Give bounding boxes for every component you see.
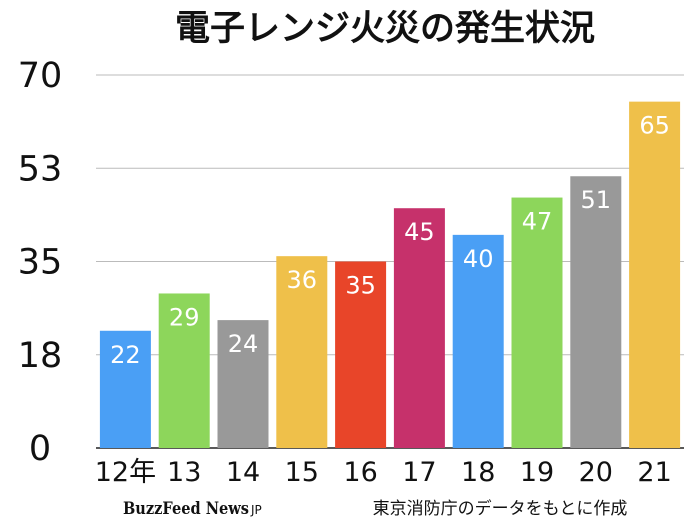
x-tick-label: 12年 xyxy=(95,457,156,488)
y-tick-label: 0 xyxy=(29,429,51,469)
x-tick-label: 13 xyxy=(167,457,201,488)
y-tick-label: 35 xyxy=(18,243,63,283)
x-tick-label: 14 xyxy=(226,457,260,488)
x-tick-label: 16 xyxy=(343,457,377,488)
data-label: 22 xyxy=(110,341,141,369)
bar xyxy=(158,293,210,448)
data-label: 47 xyxy=(522,208,553,236)
brand-logo: BuzzFeed News xyxy=(123,499,249,519)
x-tick-label: 20 xyxy=(579,457,613,488)
bar xyxy=(276,256,328,448)
source-note: 東京消防庁のデータをもとに作成 xyxy=(373,498,628,519)
bar xyxy=(629,101,681,449)
data-label: 29 xyxy=(169,303,200,331)
bars: 22 29 24 36 35 45 40 47 51 65 xyxy=(99,101,681,449)
x-tick-label: 15 xyxy=(285,457,319,488)
data-label: 40 xyxy=(463,245,494,273)
data-label: 65 xyxy=(639,112,670,140)
data-label: 24 xyxy=(228,330,259,358)
brand-suffix: JP xyxy=(250,503,262,517)
y-tick-label: 18 xyxy=(18,336,63,376)
y-axis: 0 18 35 53 70 xyxy=(18,56,63,469)
data-label: 51 xyxy=(581,186,612,214)
x-tick-label: 18 xyxy=(461,457,495,488)
x-axis: 12年 13 14 15 16 17 18 19 20 21 xyxy=(95,457,672,488)
bar xyxy=(511,197,563,448)
x-tick-label: 21 xyxy=(637,457,671,488)
bar xyxy=(335,261,387,448)
data-label: 35 xyxy=(345,272,376,300)
bar xyxy=(99,330,151,448)
chart-title: 電子レンジ火災の発生状況 xyxy=(175,9,595,49)
bar xyxy=(393,208,445,448)
bar xyxy=(452,234,504,448)
y-tick-label: 70 xyxy=(18,56,63,96)
footer: BuzzFeed News JP 東京消防庁のデータをもとに作成 xyxy=(123,498,627,519)
data-label: 45 xyxy=(404,218,435,246)
x-tick-label: 17 xyxy=(402,457,436,488)
data-label: 36 xyxy=(287,266,318,294)
bar xyxy=(570,176,622,448)
bar xyxy=(217,320,269,448)
x-tick-label: 19 xyxy=(520,457,554,488)
y-tick-label: 53 xyxy=(18,149,63,189)
